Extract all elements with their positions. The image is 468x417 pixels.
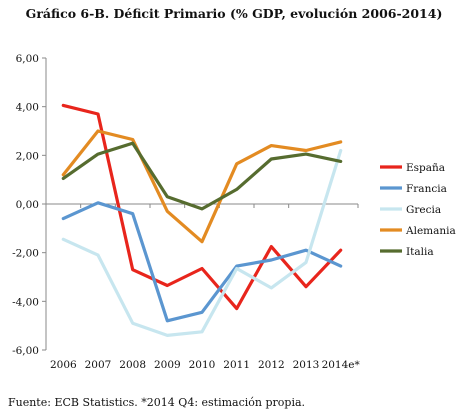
x-tick-label: 2011 <box>223 359 250 371</box>
legend-label: Alemania <box>405 225 456 237</box>
x-tick-label: 2009 <box>154 359 181 371</box>
y-tick-label: 0,00 <box>16 199 39 211</box>
x-tick-label: 2010 <box>189 359 216 371</box>
y-tick-label: -4,00 <box>12 296 39 308</box>
series-line <box>61 148 343 337</box>
y-tick-label: -6,00 <box>12 345 39 357</box>
y-tick-label: 6,00 <box>16 53 39 65</box>
x-tick-label: 2007 <box>85 359 112 371</box>
x-tick-label: 2013 <box>293 359 320 371</box>
legend-label: Italia <box>406 246 434 258</box>
x-tick-label: 2006 <box>50 359 77 371</box>
chart-title: Gráfico 6-B. Déficit Primario (% GDP, ev… <box>25 6 443 21</box>
y-tick-label: 2,00 <box>16 150 39 162</box>
legend-label: Francia <box>406 183 447 195</box>
series-line <box>61 103 343 311</box>
legend-label: España <box>406 162 445 174</box>
series-line <box>61 129 343 244</box>
source-note: Fuente: ECB Statistics. *2014 Q4: estima… <box>8 396 306 409</box>
legend-label: Grecia <box>406 204 441 216</box>
x-axis-ticks: 2006 2007 2008 2009 2010 2011 2012 2013 2014e* <box>45 204 361 371</box>
x-tick-label: 2014e* <box>322 359 361 371</box>
series-line <box>61 201 343 323</box>
y-tick-label: -2,00 <box>12 248 39 260</box>
series-line <box>61 141 343 211</box>
series-lines <box>61 103 343 337</box>
legend: España Francia Grecia Alemania Italia <box>380 162 456 258</box>
x-tick-label: 2008 <box>119 359 146 371</box>
x-tick-label: 2012 <box>258 359 285 371</box>
y-tick-label: 4,00 <box>16 102 39 114</box>
y-axis-ticks: 6,00 4,00 2,00 0,00 -2,00 -4,00 -6,00 <box>12 53 46 357</box>
